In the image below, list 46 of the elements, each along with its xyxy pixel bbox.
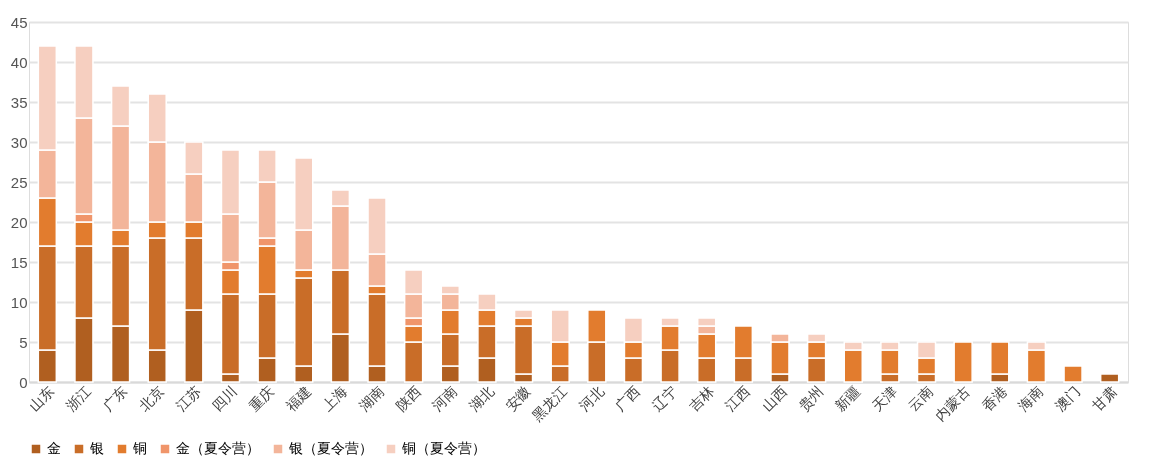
legend-label: 金（夏令营） bbox=[176, 440, 260, 456]
x-tick-label: 福建 bbox=[282, 383, 314, 415]
x-tick-label: 辽宁 bbox=[648, 383, 680, 415]
bar bbox=[953, 341, 973, 383]
x-tick-label: 新疆 bbox=[832, 383, 864, 415]
x-tick-label: 浙江 bbox=[62, 383, 94, 415]
y-tick-label: 15 bbox=[10, 253, 28, 271]
x-tick-label: 重庆 bbox=[245, 383, 278, 415]
legend-label: 铜 bbox=[132, 440, 147, 456]
x-tick-label: 甘肃 bbox=[1088, 383, 1120, 415]
x-tick-label: 广东 bbox=[99, 383, 131, 415]
x-tick-label: 陕西 bbox=[392, 383, 424, 415]
x-tick-label: 江苏 bbox=[172, 383, 204, 415]
x-tick-label: 山西 bbox=[758, 383, 790, 415]
y-tick-label: 40 bbox=[10, 53, 28, 71]
x-tick-label: 湖北 bbox=[465, 383, 497, 415]
y-tick-label: 0 bbox=[19, 373, 28, 391]
x-tick-label: 湖南 bbox=[355, 383, 387, 415]
x-tick-label: 江西 bbox=[722, 383, 754, 415]
x-tick-label: 海南 bbox=[1015, 383, 1047, 415]
x-tick-label: 云南 bbox=[905, 383, 937, 415]
x-tick-label: 广西 bbox=[612, 383, 644, 415]
y-tick-label: 20 bbox=[10, 213, 28, 231]
bar bbox=[1063, 365, 1083, 383]
legend-label: 银（夏令营） bbox=[288, 440, 373, 456]
x-tick-label: 天津 bbox=[868, 383, 900, 415]
x-tick-label: 上海 bbox=[319, 383, 351, 415]
y-tick-label: 25 bbox=[10, 173, 28, 191]
x-tick-label: 山东 bbox=[26, 383, 58, 415]
bar bbox=[1099, 373, 1120, 383]
x-tick-label: 四川 bbox=[209, 383, 241, 415]
x-tick-label: 香港 bbox=[978, 383, 1010, 415]
y-tick-label: 35 bbox=[10, 93, 28, 111]
x-tick-label: 北京 bbox=[136, 383, 168, 415]
x-tick-label: 河北 bbox=[575, 383, 607, 415]
x-tick-label: 吉林 bbox=[685, 383, 717, 415]
x-tick-label: 澳门 bbox=[1051, 383, 1083, 415]
legend-label: 铜（夏令营） bbox=[401, 440, 486, 456]
y-tick-label: 10 bbox=[10, 293, 28, 311]
y-tick-label: 45 bbox=[10, 13, 28, 31]
y-tick-label: 5 bbox=[19, 333, 28, 351]
legend-label: 金 bbox=[47, 440, 61, 456]
y-tick-label: 30 bbox=[10, 133, 28, 151]
x-tick-label: 河南 bbox=[429, 383, 461, 415]
x-tick-label: 贵州 bbox=[795, 383, 827, 415]
legend-label: 银 bbox=[89, 440, 104, 456]
